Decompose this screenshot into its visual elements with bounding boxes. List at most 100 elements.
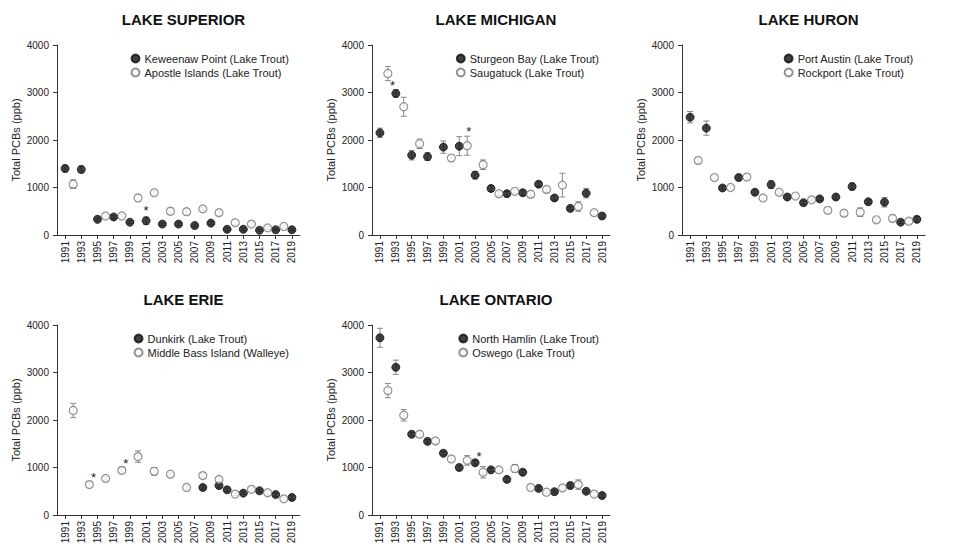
svg-text:1997: 1997 [422,521,433,544]
svg-text:1993: 1993 [76,521,87,544]
svg-text:LAKE SUPERIOR: LAKE SUPERIOR [122,11,246,28]
svg-text:LAKE ERIE: LAKE ERIE [143,291,223,308]
svg-text:Total PCBs (ppb): Total PCBs (ppb) [325,378,337,461]
svg-text:*: * [123,456,128,471]
svg-text:1997: 1997 [108,241,119,264]
svg-text:2009: 2009 [205,241,216,264]
svg-text:*: * [466,124,471,139]
svg-text:2001: 2001 [141,241,152,264]
svg-text:2001: 2001 [454,241,465,264]
svg-text:2009: 2009 [517,521,528,544]
svg-text:1997: 1997 [422,241,433,264]
svg-text:1997: 1997 [108,521,119,544]
svg-text:2013: 2013 [863,241,874,264]
svg-text:2011: 2011 [847,241,858,263]
svg-text:2007: 2007 [189,521,200,544]
svg-text:3000: 3000 [27,87,50,98]
svg-text:2000: 2000 [652,135,675,146]
svg-text:LAKE MICHIGAN: LAKE MICHIGAN [436,11,557,28]
svg-text:2013: 2013 [549,521,560,544]
svg-text:2019: 2019 [911,241,922,264]
svg-text:2001: 2001 [454,521,465,544]
svg-text:1999: 1999 [124,241,135,264]
svg-text:0: 0 [43,510,49,521]
svg-text:3000: 3000 [342,367,365,378]
svg-text:2009: 2009 [517,241,528,264]
svg-text:2003: 2003 [157,241,168,264]
svg-text:1993: 1993 [76,241,87,264]
svg-text:1991: 1991 [374,241,385,264]
svg-text:*: * [144,203,149,218]
svg-text:2011: 2011 [222,241,233,263]
svg-text:Port Austin (Lake Trout): Port Austin (Lake Trout) [798,53,914,65]
svg-text:1999: 1999 [438,521,449,544]
svg-text:2005: 2005 [798,241,809,264]
svg-text:2013: 2013 [549,241,560,264]
svg-text:0: 0 [43,230,49,241]
svg-text:1999: 1999 [438,241,449,264]
svg-text:2009: 2009 [205,521,216,544]
svg-text:1995: 1995 [406,241,417,264]
svg-text:2015: 2015 [565,521,576,544]
svg-text:Middle Bass Island (Walleye): Middle Bass Island (Walleye) [148,347,289,359]
svg-text:1000: 1000 [27,182,50,193]
svg-text:2007: 2007 [814,241,825,264]
svg-text:2007: 2007 [189,241,200,264]
svg-text:0: 0 [358,510,364,521]
svg-text:2005: 2005 [173,241,184,264]
svg-text:0: 0 [358,230,364,241]
svg-text:2015: 2015 [254,521,265,544]
svg-text:2005: 2005 [486,521,497,544]
svg-text:2015: 2015 [254,241,265,264]
svg-text:2011: 2011 [533,241,544,263]
svg-text:1997: 1997 [733,241,744,264]
svg-text:2003: 2003 [782,241,793,264]
svg-text:1991: 1991 [60,241,71,264]
svg-text:1995: 1995 [717,241,728,264]
svg-text:2011: 2011 [533,521,544,543]
svg-text:*: * [91,470,96,485]
svg-text:4000: 4000 [27,40,50,51]
svg-text:4000: 4000 [342,320,365,331]
svg-text:2017: 2017 [581,521,592,544]
svg-text:1993: 1993 [701,241,712,264]
svg-text:2017: 2017 [270,521,281,544]
svg-text:*: * [390,78,395,93]
svg-text:1995: 1995 [406,521,417,544]
svg-text:2017: 2017 [581,241,592,264]
svg-text:LAKE HURON: LAKE HURON [759,11,859,28]
svg-text:2005: 2005 [173,521,184,544]
svg-text:2003: 2003 [157,521,168,544]
svg-text:1991: 1991 [60,521,71,544]
svg-text:2017: 2017 [270,241,281,264]
svg-text:1000: 1000 [342,462,365,473]
svg-text:1999: 1999 [124,521,135,544]
svg-text:2007: 2007 [501,241,512,264]
svg-text:3000: 3000 [27,367,50,378]
svg-text:1995: 1995 [92,241,103,264]
svg-text:4000: 4000 [652,40,675,51]
svg-text:1991: 1991 [374,521,385,544]
svg-text:4000: 4000 [27,320,50,331]
svg-text:Total PCBs (ppb): Total PCBs (ppb) [10,98,22,181]
svg-text:2000: 2000 [342,135,365,146]
svg-text:Total PCBs (ppb): Total PCBs (ppb) [10,378,22,461]
svg-text:Apostle Islands (Lake Trout): Apostle Islands (Lake Trout) [145,67,282,79]
svg-text:3000: 3000 [342,87,365,98]
svg-text:1993: 1993 [390,241,401,264]
svg-text:2015: 2015 [565,241,576,264]
svg-text:Dunkirk (Lake Trout): Dunkirk (Lake Trout) [148,333,248,345]
svg-text:Oswego (Lake Trout): Oswego (Lake Trout) [472,347,575,359]
svg-text:1000: 1000 [342,182,365,193]
svg-text:2000: 2000 [342,415,365,426]
svg-text:Rockport (Lake Trout): Rockport (Lake Trout) [798,67,904,79]
svg-text:2003: 2003 [470,241,481,264]
svg-text:2001: 2001 [766,241,777,264]
svg-text:1999: 1999 [749,241,760,264]
svg-text:2013: 2013 [238,241,249,264]
svg-text:North Hamlin (Lake Trout): North Hamlin (Lake Trout) [472,333,599,345]
svg-text:1000: 1000 [652,182,675,193]
svg-text:2019: 2019 [597,241,608,264]
svg-text:1995: 1995 [92,521,103,544]
svg-text:2017: 2017 [895,241,906,264]
